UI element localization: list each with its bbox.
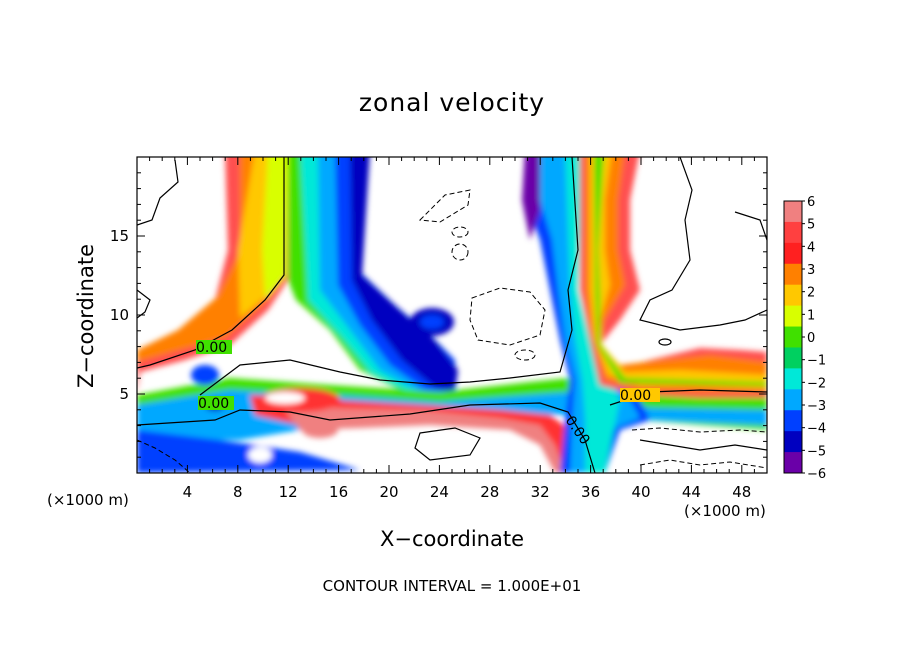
x-unit-label-left: (×1000 m): [47, 491, 129, 509]
contour-label-right: 0.00: [620, 388, 651, 404]
chart-title: zonal velocity: [358, 88, 546, 117]
y-axis-ticks: 5 10 15: [110, 172, 767, 458]
contour-dashed: [137, 189, 767, 473]
contour-solid-bottom: [414, 427, 481, 461]
colorbar-label: −2: [807, 376, 826, 391]
contour-zero-left: [137, 157, 285, 369]
colorbar-swatch: [784, 284, 802, 307]
colorbar-swatch: [784, 326, 802, 348]
x-tick-label: 16: [329, 483, 348, 501]
colorbar-label: 4: [807, 240, 815, 255]
colorbar-swatch: [784, 221, 802, 244]
colorbar-swatch: [784, 431, 802, 453]
y-tick-label: 5: [119, 385, 129, 403]
y-tick-label: 15: [110, 227, 129, 245]
x-unit-label-right: (×1000 m): [684, 502, 766, 520]
colorbar: 6 5 4 3 2 1 0 −1 −2 −3 −4 −5 −6: [783, 195, 826, 482]
colorbar-swatch: [784, 242, 802, 265]
contour-label-left: 0.00: [196, 340, 227, 356]
x-tick-label: 40: [631, 483, 650, 501]
contour-solid-right2: [734, 211, 767, 241]
colorbar-label: 1: [807, 308, 815, 323]
colorbar-swatch: [784, 368, 802, 390]
contour-lines: [137, 157, 767, 473]
contour-solid-left-ring: [137, 289, 151, 319]
x-tick-label: 4: [183, 483, 193, 501]
x-tick-label: 24: [430, 483, 449, 501]
contour-zero-mid: [199, 157, 579, 396]
contour-label-lower: 0.00: [198, 396, 229, 412]
y-tick-label: 10: [110, 306, 129, 324]
x-tick-label: 48: [732, 483, 751, 501]
contour-solid-topleft: [137, 159, 179, 226]
x-axis-label: X−coordinate: [380, 527, 524, 551]
contour-zero-lower: [137, 402, 596, 473]
colorbar-swatch: [784, 347, 802, 369]
colorbar-label: 2: [807, 286, 815, 301]
contour-solid-right: [639, 157, 767, 331]
x-axis-ticks: 4 8 12 16 20 24 28 32 36 40 44 48: [149, 157, 755, 501]
colorbar-label: 3: [807, 263, 815, 278]
colorbar-label: −4: [807, 422, 826, 437]
x-tick-label: 20: [379, 483, 398, 501]
x-tick-label: 44: [682, 483, 701, 501]
colorbar-label: −6: [807, 467, 826, 482]
colorbar-label: −3: [807, 399, 826, 414]
x-tick-label: 8: [233, 483, 243, 501]
colorbar-label: 0: [807, 331, 815, 346]
contour-interval-note: CONTOUR INTERVAL = 1.000E+01: [322, 577, 582, 595]
contour-solid-bottom2: [639, 439, 767, 451]
colorbar-swatch: [784, 305, 802, 328]
x-tick-label: 32: [531, 483, 550, 501]
velocity-field: [137, 157, 767, 473]
colorbar-swatch: [784, 263, 802, 286]
x-tick-label: 28: [480, 483, 499, 501]
colorbar-swatch: [784, 201, 802, 223]
x-tick-label: 12: [279, 483, 298, 501]
colorbar-label: −1: [807, 354, 826, 369]
x-tick-label: 36: [581, 483, 600, 501]
colorbar-label: 5: [807, 218, 815, 233]
colorbar-label: −5: [807, 444, 826, 459]
colorbar-label: 6: [807, 195, 815, 210]
colorbar-swatch: [784, 452, 802, 474]
colorbar-swatch: [784, 389, 802, 411]
colorbar-swatch: [784, 410, 802, 432]
